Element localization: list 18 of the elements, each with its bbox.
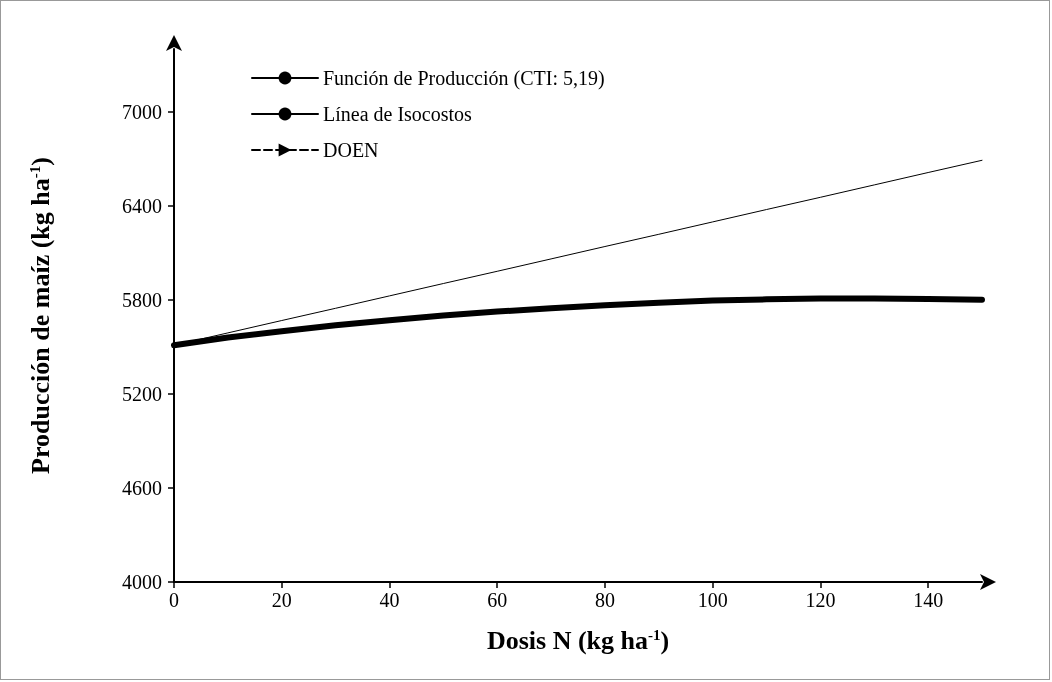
x-tick-label: 120 (805, 589, 836, 611)
y-tick-label: 5800 (122, 288, 162, 311)
y-tick-label: 5200 (122, 382, 162, 405)
legend-label: Línea de Isocostos (323, 103, 473, 125)
y-tick-label: 4000 (122, 571, 162, 593)
y-tick-label: 7000 (122, 100, 162, 123)
x-tick-label: 40 (379, 589, 400, 611)
y-tick-label: 6400 (122, 194, 162, 217)
x-tick-label: 100 (697, 589, 728, 611)
legend-label: DOEN (323, 139, 379, 161)
legend-label: Función de Producción (CTI: 5,19) (323, 67, 605, 90)
y-axis-title: Producción de maíz (kg ha-1) (26, 157, 55, 474)
x-tick-label: 0 (169, 589, 179, 611)
x-tick-label: 60 (487, 589, 508, 611)
x-tick-label: 140 (913, 589, 944, 611)
y-tick-label: 4600 (122, 476, 162, 499)
x-tick-label: 80 (594, 589, 615, 611)
x-tick-label: 20 (271, 589, 292, 611)
